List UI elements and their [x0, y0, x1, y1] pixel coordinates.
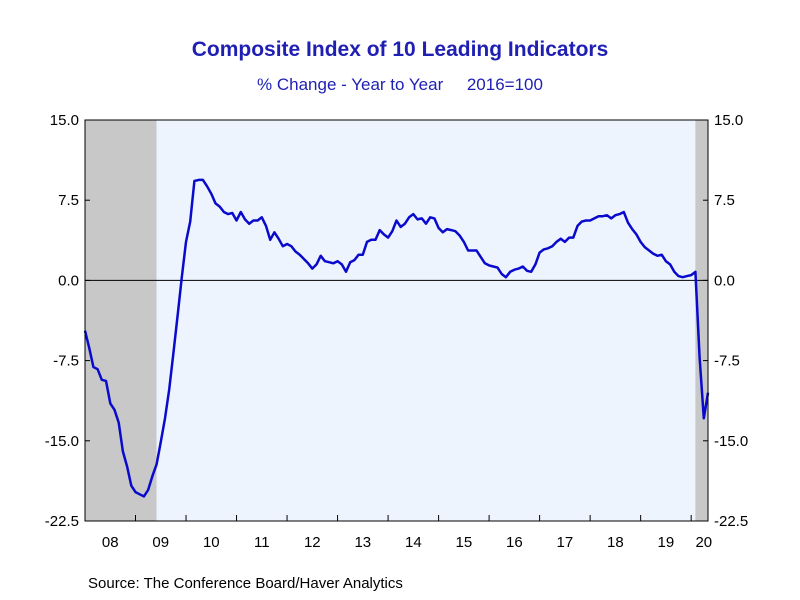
- x-tick-label: 17: [557, 534, 574, 551]
- y-tick-label-left: -7.5: [53, 353, 79, 370]
- y-tick-label-right: 7.5: [714, 192, 735, 209]
- x-tick-label: 14: [405, 534, 422, 551]
- x-tick-label: 13: [354, 534, 371, 551]
- y-tick-label-right: -15.0: [714, 433, 748, 450]
- y-tick-label-right: 15.0: [714, 112, 743, 129]
- y-tick-label-left: 15.0: [50, 112, 79, 129]
- y-tick-label-right: -7.5: [714, 353, 740, 370]
- y-tick-label-left: -15.0: [45, 433, 79, 450]
- x-tick-label: 18: [607, 534, 624, 551]
- recession-band-1: [85, 120, 157, 521]
- x-tick-label: 19: [658, 534, 675, 551]
- recession-shading: [85, 120, 708, 521]
- x-tick-label: 12: [304, 534, 321, 551]
- chart-title: Composite Index of 10 Leading Indicators: [191, 38, 609, 61]
- x-tick-label: 10: [203, 534, 220, 551]
- x-tick-label: 08: [102, 534, 119, 551]
- source-note: Source: The Conference Board/Haver Analy…: [88, 575, 403, 592]
- chart-subtitle: % Change - Year to Year 2016=100: [257, 75, 543, 94]
- y-tick-label-left: -22.5: [45, 513, 79, 530]
- y-tick-label-left: 7.5: [58, 192, 79, 209]
- plot-area: [85, 120, 708, 521]
- x-tick-label: 11: [254, 534, 270, 551]
- x-tick-label: 09: [152, 534, 169, 551]
- y-tick-label-left: 0.0: [58, 272, 79, 289]
- y-tick-label-right: -22.5: [714, 513, 748, 530]
- axis-ticks: 15.0 15.0 7.5 7.5 0.0 0.0 -7.5 -7.5 -15.0 -15.0 -2…: [45, 112, 748, 551]
- recession-band-2: [695, 120, 708, 521]
- x-tick-label: 16: [506, 534, 523, 551]
- y-tick-label-right: 0.0: [714, 272, 735, 289]
- series-line: [83, 178, 710, 498]
- plot-border: [84, 119, 709, 522]
- x-tick-label: 15: [456, 534, 473, 551]
- x-tick-label: 20: [695, 534, 712, 551]
